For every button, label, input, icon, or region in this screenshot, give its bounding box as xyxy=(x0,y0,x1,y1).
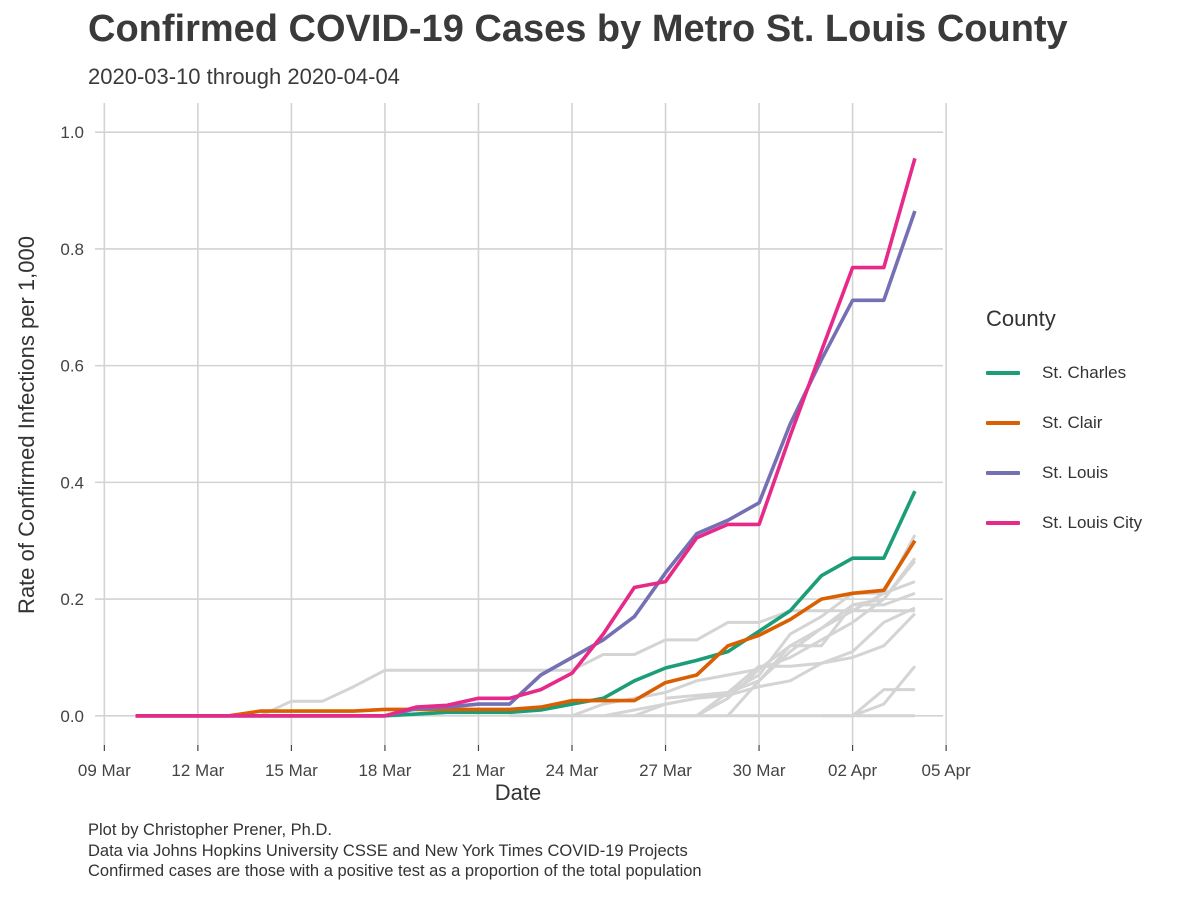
legend-item-st-clair: St. Clair xyxy=(986,398,1142,448)
legend-item-st-louis-city: St. Louis City xyxy=(986,498,1142,548)
x-tick-label: 02 Apr xyxy=(828,761,877,780)
x-tick-label: 15 Mar xyxy=(265,761,318,780)
legend-key-st-clair xyxy=(986,421,1020,425)
series-line-st-charles xyxy=(135,490,917,718)
x-axis-label: Date xyxy=(495,780,541,805)
background-series-line xyxy=(665,534,917,718)
x-axis-ticks: 09 Mar 12 Mar 15 Mar 18 Mar 21 Mar 24 Mar 27 M… xyxy=(78,745,971,780)
legend: County St. Charles St. Clair St. Louis S… xyxy=(986,306,1142,548)
y-tick-label: 0.0 xyxy=(60,707,84,726)
chart-subtitle: 2020-03-10 through 2020-04-04 xyxy=(88,64,400,89)
background-series-line xyxy=(665,606,916,700)
background-series-line xyxy=(135,609,915,718)
legend-label: St. Louis City xyxy=(1042,513,1143,532)
y-axis-ticks: 0.0 0.2 0.4 0.6 0.8 1.0 xyxy=(60,123,84,726)
legend-key-st-louis-city xyxy=(986,521,1020,525)
y-axis-label: Rate of Confirmed Infections per 1,000 xyxy=(14,236,39,614)
caption-line-note: Confirmed cases are those with a positiv… xyxy=(88,862,702,880)
legend-item-st-louis: St. Louis xyxy=(986,448,1142,498)
y-tick-label: 1.0 xyxy=(60,123,84,142)
background-series-line xyxy=(695,560,917,718)
background-series-line xyxy=(602,612,916,718)
x-tick-label: 05 Apr xyxy=(922,761,971,780)
series-line-st-louis-city xyxy=(135,157,917,718)
series-line-st-clair xyxy=(135,539,917,718)
legend-label: St. Louis xyxy=(1042,463,1109,482)
x-tick-label: 18 Mar xyxy=(358,761,411,780)
x-tick-label: 24 Mar xyxy=(546,761,599,780)
background-series-line xyxy=(852,665,917,718)
x-tick-label: 21 Mar xyxy=(452,761,505,780)
background-series-line xyxy=(726,591,916,717)
y-tick-label: 0.8 xyxy=(60,240,84,259)
legend-item-st-charles: St. Charles xyxy=(986,348,1142,398)
background-series-line xyxy=(821,688,915,718)
legend-key-st-louis xyxy=(986,471,1020,475)
legend-title: County xyxy=(986,306,1056,331)
chart-title: Confirmed COVID-19 Cases by Metro St. Lo… xyxy=(88,8,1068,50)
x-tick-label: 30 Mar xyxy=(733,761,786,780)
x-tick-label: 12 Mar xyxy=(171,761,224,780)
caption: Plot by Christopher Prener, Ph.D. Data v… xyxy=(88,820,702,882)
highlighted-series-group xyxy=(135,157,917,718)
x-tick-label: 27 Mar xyxy=(639,761,692,780)
legend-label: St. Clair xyxy=(1042,413,1103,432)
legend-label: St. Charles xyxy=(1042,363,1127,382)
x-tick-label: 09 Mar xyxy=(78,761,131,780)
caption-line-source: Data via Johns Hopkins University CSSE a… xyxy=(88,841,688,860)
y-tick-label: 0.6 xyxy=(60,357,84,376)
y-tick-label: 0.2 xyxy=(60,590,84,609)
caption-line-author: Plot by Christopher Prener, Ph.D. xyxy=(88,821,332,839)
gridlines xyxy=(95,103,947,745)
legend-key-st-charles xyxy=(986,371,1020,375)
y-tick-label: 0.4 xyxy=(60,473,84,492)
